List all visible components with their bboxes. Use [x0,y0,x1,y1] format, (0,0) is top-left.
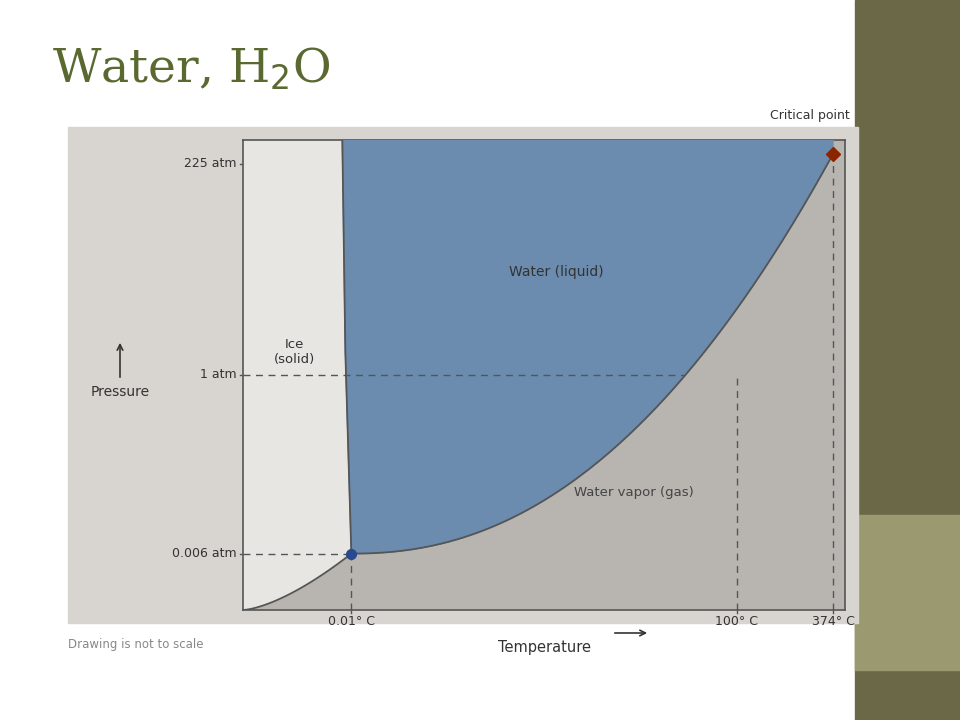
Bar [0,0,855,720]
Text: Water vapor (gas): Water vapor (gas) [574,486,694,499]
Polygon shape [343,140,833,554]
Polygon shape [243,140,351,610]
Text: Water, H$_2$O: Water, H$_2$O [52,45,330,92]
Text: Triple point: Triple point [361,559,431,572]
Bar [68,127,858,623]
Text: Critical point: Critical point [770,109,850,122]
Text: 374° C: 374° C [811,615,854,628]
Text: Pressure: Pressure [90,385,150,399]
Text: Temperature: Temperature [497,640,590,655]
Text: Water (liquid): Water (liquid) [509,265,603,279]
Text: 1 atm: 1 atm [201,369,237,382]
Text: 100° C: 100° C [715,615,758,628]
Bar [855,0,960,720]
Text: 0.006 atm: 0.006 atm [173,547,237,560]
Bar [855,515,960,670]
Text: Drawing is not to scale: Drawing is not to scale [68,638,204,651]
Text: 0.01° C: 0.01° C [328,615,374,628]
Text: Ice
(solid): Ice (solid) [274,338,315,366]
Text: 225 atm: 225 atm [184,157,237,170]
